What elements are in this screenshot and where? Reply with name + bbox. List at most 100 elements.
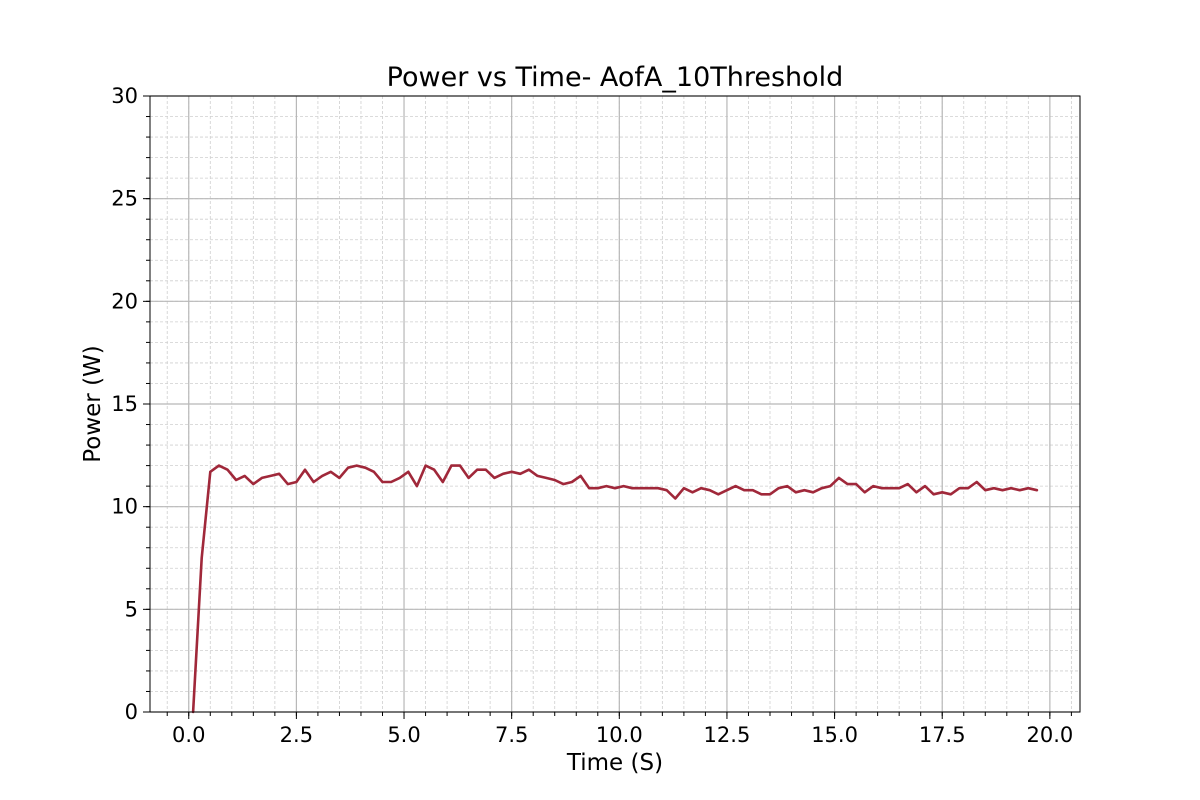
x-tick-label: 17.5 <box>919 723 966 747</box>
data-point <box>519 472 522 475</box>
data-point <box>863 491 866 494</box>
data-point <box>355 464 358 467</box>
data-point <box>726 489 728 492</box>
data-point <box>347 466 349 469</box>
y-tick-label: 5 <box>125 597 138 621</box>
data-point <box>614 487 616 490</box>
data-point <box>398 477 401 479</box>
data-point <box>631 487 634 490</box>
data-point <box>269 474 272 477</box>
data-point <box>200 557 203 559</box>
data-point <box>639 487 642 490</box>
data-point <box>1001 489 1004 492</box>
data-point <box>992 487 995 490</box>
data-point <box>510 470 513 473</box>
data-point <box>605 485 608 488</box>
data-point <box>450 464 453 467</box>
data-point <box>682 487 685 490</box>
data-point <box>226 468 229 471</box>
data-point <box>545 477 548 479</box>
y-tick-label: 10 <box>111 495 138 519</box>
data-point <box>1036 489 1038 492</box>
data-point <box>553 479 556 481</box>
data-point <box>217 464 220 467</box>
y-tick-label: 0 <box>125 700 138 724</box>
data-point <box>252 483 255 485</box>
data-point <box>493 477 496 479</box>
data-point <box>527 468 530 471</box>
data-point <box>562 483 565 485</box>
data-point <box>364 466 367 469</box>
data-point <box>588 487 591 490</box>
y-axis-ticks: 0 5 10 15 20 25 30 <box>111 84 150 724</box>
data-point <box>209 470 212 473</box>
series-layer <box>191 464 1039 714</box>
x-tick-label: 12.5 <box>704 723 751 747</box>
data-point <box>881 487 883 490</box>
data-point <box>459 464 461 467</box>
x-tick-label: 5.0 <box>387 723 420 747</box>
data-point <box>975 481 978 483</box>
data-point <box>484 468 487 471</box>
data-point <box>1027 487 1030 490</box>
data-point <box>536 474 539 477</box>
data-point <box>769 493 771 496</box>
data-point <box>243 474 246 477</box>
data-point <box>321 474 324 477</box>
y-tick-label: 20 <box>111 289 138 313</box>
x-tick-label: 7.5 <box>495 723 528 747</box>
data-point <box>794 491 797 494</box>
data-point <box>734 485 737 488</box>
data-point <box>235 479 238 481</box>
x-tick-label: 0.0 <box>172 723 205 747</box>
data-point <box>295 481 298 483</box>
data-point <box>812 491 814 494</box>
y-axis-label: Power (W) <box>80 345 106 463</box>
data-point <box>381 481 384 483</box>
data-point <box>278 472 281 475</box>
data-point <box>906 483 909 485</box>
data-point <box>261 477 263 479</box>
data-point <box>941 491 944 494</box>
data-point <box>579 474 582 477</box>
chart-title: Power vs Time- AofA_10Threshold <box>387 62 844 93</box>
data-point <box>596 487 599 490</box>
data-point <box>820 487 823 490</box>
data-point <box>837 477 840 479</box>
data-point <box>441 481 444 483</box>
x-tick-label: 15.0 <box>811 723 858 747</box>
data-point <box>329 470 332 473</box>
data-point <box>372 470 375 473</box>
data-point <box>751 489 754 492</box>
data-point <box>760 493 763 496</box>
data-point <box>390 481 393 483</box>
major-grid <box>150 95 1080 713</box>
data-point <box>898 487 901 490</box>
data-point <box>743 489 746 492</box>
data-point <box>622 485 625 488</box>
data-point <box>708 489 711 492</box>
data-point <box>855 483 858 485</box>
data-point <box>846 483 849 485</box>
data-point <box>338 477 341 479</box>
data-point <box>872 485 875 488</box>
data-point <box>967 487 969 490</box>
x-axis-ticks: 0.0 2.5 5.0 7.5 10.0 12.5 15.0 17.5 20.0 <box>166 712 1073 747</box>
data-point <box>924 485 926 488</box>
y-tick-label: 25 <box>111 187 138 211</box>
data-point <box>803 489 806 492</box>
x-tick-label: 10.0 <box>596 723 643 747</box>
data-point <box>286 483 289 485</box>
x-tick-label: 2.5 <box>280 723 313 747</box>
data-point <box>949 493 952 496</box>
data-point <box>717 493 720 496</box>
data-point <box>407 470 410 473</box>
x-tick-label: 20.0 <box>1026 723 1073 747</box>
data-point <box>571 481 573 483</box>
data-point <box>665 489 668 492</box>
data-point <box>416 485 418 488</box>
data-point <box>502 472 504 475</box>
data-point <box>958 487 961 490</box>
data-point <box>1010 487 1013 490</box>
